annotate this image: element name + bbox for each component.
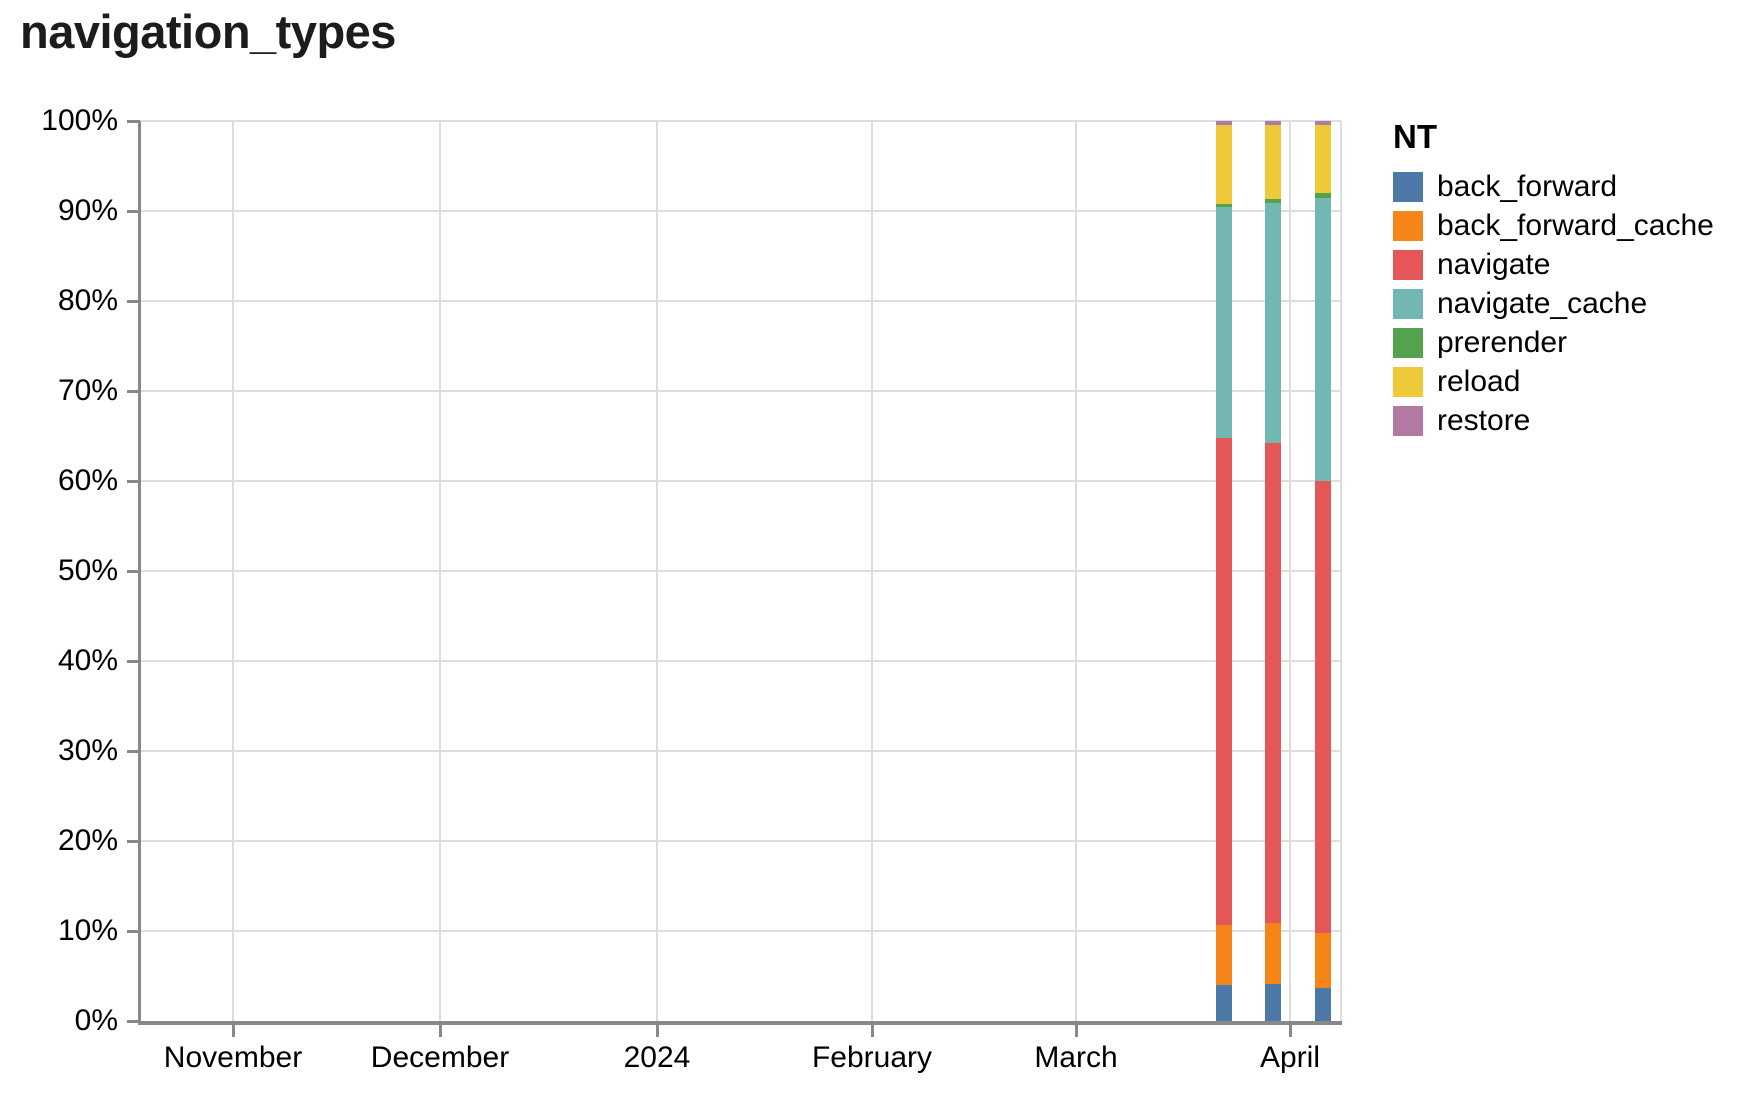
y-tick bbox=[127, 300, 140, 303]
bar-segment-reload bbox=[1216, 125, 1232, 204]
y-tick-label: 50% bbox=[57, 554, 118, 587]
legend-label-back_forward: back_forward bbox=[1437, 170, 1618, 203]
x-gridline bbox=[656, 121, 658, 1021]
legend-swatch-restore bbox=[1393, 406, 1423, 436]
y-gridline bbox=[140, 480, 1341, 482]
bar-segment-back_forward_cache bbox=[1315, 933, 1331, 988]
bar-segment-back_forward bbox=[1216, 985, 1232, 1021]
bar-segment-back_forward_cache bbox=[1216, 925, 1232, 985]
bar-segment-prerender bbox=[1216, 204, 1232, 207]
bar-segment-back_forward bbox=[1315, 988, 1331, 1021]
bar-segment-back_forward bbox=[1265, 984, 1281, 1021]
y-tick-label: 40% bbox=[57, 644, 118, 677]
bar-segment-reload bbox=[1265, 125, 1281, 199]
y-gridline bbox=[140, 750, 1341, 752]
y-axis-line bbox=[138, 121, 141, 1023]
x-gridline bbox=[1289, 121, 1291, 1021]
chart-title: navigation_types bbox=[20, 5, 396, 58]
bar-segment-back_forward_cache bbox=[1265, 923, 1281, 984]
y-gridline bbox=[140, 660, 1341, 662]
y-tick-label: 100% bbox=[41, 104, 118, 137]
legend-label-prerender: prerender bbox=[1437, 326, 1568, 359]
bar-segment-navigate bbox=[1265, 443, 1281, 923]
y-tick-label: 80% bbox=[57, 284, 118, 317]
y-tick-label: 30% bbox=[57, 734, 118, 767]
x-tick bbox=[1289, 1023, 1292, 1037]
x-gridline bbox=[1075, 121, 1077, 1021]
legend-title: NT bbox=[1393, 118, 1437, 155]
y-gridline bbox=[140, 300, 1341, 302]
x-tick-label: April bbox=[1259, 1041, 1320, 1074]
bar-segment-reload bbox=[1315, 125, 1331, 193]
x-tick bbox=[439, 1023, 442, 1037]
y-tick bbox=[127, 570, 140, 573]
y-gridline bbox=[140, 210, 1341, 212]
legend-label-restore: restore bbox=[1437, 404, 1531, 437]
legend-swatch-back_forward_cache bbox=[1393, 211, 1423, 241]
legend-swatch-back_forward bbox=[1393, 172, 1423, 202]
bar-segment-navigate_cache bbox=[1265, 203, 1281, 443]
y-tick bbox=[127, 930, 140, 933]
y-tick bbox=[127, 1020, 140, 1023]
y-tick bbox=[127, 390, 140, 393]
x-axis-line bbox=[138, 1021, 1342, 1025]
y-tick bbox=[127, 480, 140, 483]
legend-label-navigate: navigate bbox=[1437, 248, 1551, 281]
x-tick bbox=[871, 1023, 874, 1037]
legend-swatch-navigate_cache bbox=[1393, 289, 1423, 319]
y-tick-label: 90% bbox=[57, 194, 118, 227]
x-tick bbox=[1075, 1023, 1078, 1037]
x-tick-label: November bbox=[163, 1041, 303, 1074]
y-tick bbox=[127, 750, 140, 753]
bar-segment-navigate bbox=[1315, 481, 1331, 933]
bar-segment-navigate_cache bbox=[1315, 198, 1331, 481]
legend-label-back_forward_cache: back_forward_cache bbox=[1437, 209, 1714, 242]
y-tick-label: 70% bbox=[57, 374, 118, 407]
y-gridline bbox=[140, 570, 1341, 572]
x-tick-label: March bbox=[1034, 1041, 1118, 1074]
legend-swatch-navigate bbox=[1393, 250, 1423, 280]
y-gridline bbox=[140, 390, 1341, 392]
x-tick-label: February bbox=[811, 1041, 933, 1074]
y-tick bbox=[127, 120, 140, 123]
x-tick-label: 2024 bbox=[623, 1041, 691, 1074]
legend-label-reload: reload bbox=[1437, 365, 1521, 398]
bar-segment-restore bbox=[1265, 121, 1281, 125]
legend-label-navigate_cache: navigate_cache bbox=[1437, 287, 1648, 320]
y-gridline bbox=[140, 840, 1341, 842]
y-tick bbox=[127, 210, 140, 213]
x-tick bbox=[232, 1023, 235, 1037]
x-tick bbox=[656, 1023, 659, 1037]
bar-segment-restore bbox=[1315, 121, 1331, 125]
x-tick-label: December bbox=[370, 1041, 510, 1074]
legend-swatch-reload bbox=[1393, 367, 1423, 397]
legend-swatch-prerender bbox=[1393, 328, 1423, 358]
bar-segment-restore bbox=[1216, 121, 1232, 125]
bar-segment-navigate bbox=[1216, 438, 1232, 925]
y-tick-label: 10% bbox=[57, 914, 118, 947]
bar-segment-prerender bbox=[1265, 199, 1281, 203]
y-tick bbox=[127, 660, 140, 663]
y-gridline bbox=[140, 120, 1341, 122]
y-tick bbox=[127, 840, 140, 843]
y-gridline bbox=[140, 930, 1341, 932]
y-tick-label: 20% bbox=[57, 824, 118, 857]
x-gridline bbox=[232, 121, 234, 1021]
bar-segment-prerender bbox=[1315, 193, 1331, 198]
y-tick-label: 0% bbox=[74, 1004, 118, 1037]
x-gridline bbox=[871, 121, 873, 1021]
x-gridline bbox=[439, 121, 441, 1021]
y-tick-label: 60% bbox=[57, 464, 118, 497]
bar-segment-navigate_cache bbox=[1216, 207, 1232, 438]
plot-right-border bbox=[1340, 121, 1342, 1021]
